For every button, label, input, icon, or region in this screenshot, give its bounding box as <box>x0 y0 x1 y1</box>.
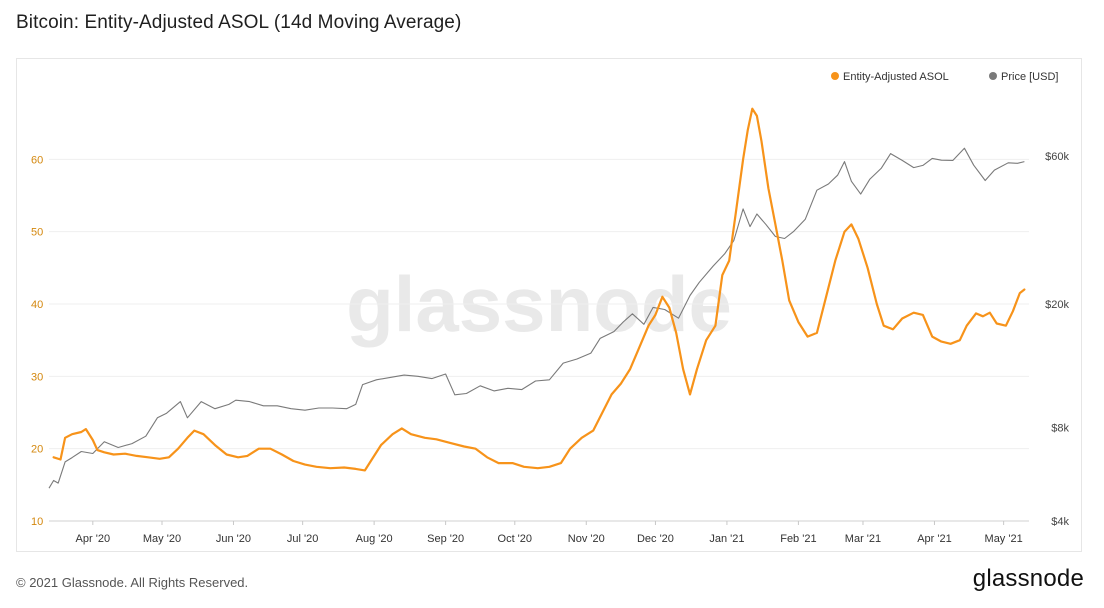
x-tick-label: Jul '20 <box>287 533 318 545</box>
x-tick-label: Apr '20 <box>76 533 111 545</box>
y-right-tick-label: $60k <box>1045 151 1069 163</box>
x-tick-label: Feb '21 <box>780 533 816 545</box>
x-tick-label: Jun '20 <box>216 533 251 545</box>
x-tick-label: Dec '20 <box>637 533 674 545</box>
y-left-tick-label: 60 <box>31 154 43 166</box>
y-right-tick-label: $8k <box>1051 423 1069 435</box>
legend-label: Entity-Adjusted ASOL <box>843 71 949 83</box>
chart-container: glassnode 10 20 30 40 50 60 $4k $8k $20k $60k Apr … <box>16 58 1082 552</box>
copyright-text: © 2021 Glassnode. All Rights Reserved. <box>16 575 249 590</box>
y-right-tick-label: $4k <box>1051 516 1069 528</box>
glassnode-logo[interactable]: glassnode <box>972 565 1084 592</box>
y-left-tick-label: 10 <box>31 516 43 528</box>
legend-item-price[interactable]: Price [USD] <box>989 71 1058 83</box>
x-tick-label: May '20 <box>143 533 181 545</box>
x-tick-label: Apr '21 <box>917 533 952 545</box>
x-tick-label: Jan '21 <box>709 533 744 545</box>
y-left-tick-label: 40 <box>31 299 43 311</box>
x-tick-label: May '21 <box>985 533 1023 545</box>
series-line-asol <box>52 107 1026 472</box>
x-tick-label: Mar '21 <box>845 533 881 545</box>
y-left-tick-label: 30 <box>31 371 43 383</box>
legend-item-asol[interactable]: Entity-Adjusted ASOL <box>831 71 949 83</box>
x-tick-label: Aug '20 <box>356 533 393 545</box>
chart-svg: glassnode 102030405060$4k$8k$20k$60kApr … <box>31 71 1069 545</box>
page-title: Bitcoin: Entity-Adjusted ASOL (14d Movin… <box>16 12 462 33</box>
y-right-tick-label: $20k <box>1045 299 1069 311</box>
legend-dot <box>831 72 839 80</box>
x-tick-label: Sep '20 <box>427 533 464 545</box>
legend-dot <box>989 72 997 80</box>
x-tick-label: Oct '20 <box>498 533 533 545</box>
series-line-price <box>48 147 1025 489</box>
legend-label: Price [USD] <box>1001 71 1058 83</box>
x-tick-label: Nov '20 <box>568 533 605 545</box>
y-left-tick-label: 20 <box>31 444 43 456</box>
y-left-tick-label: 50 <box>31 227 43 239</box>
